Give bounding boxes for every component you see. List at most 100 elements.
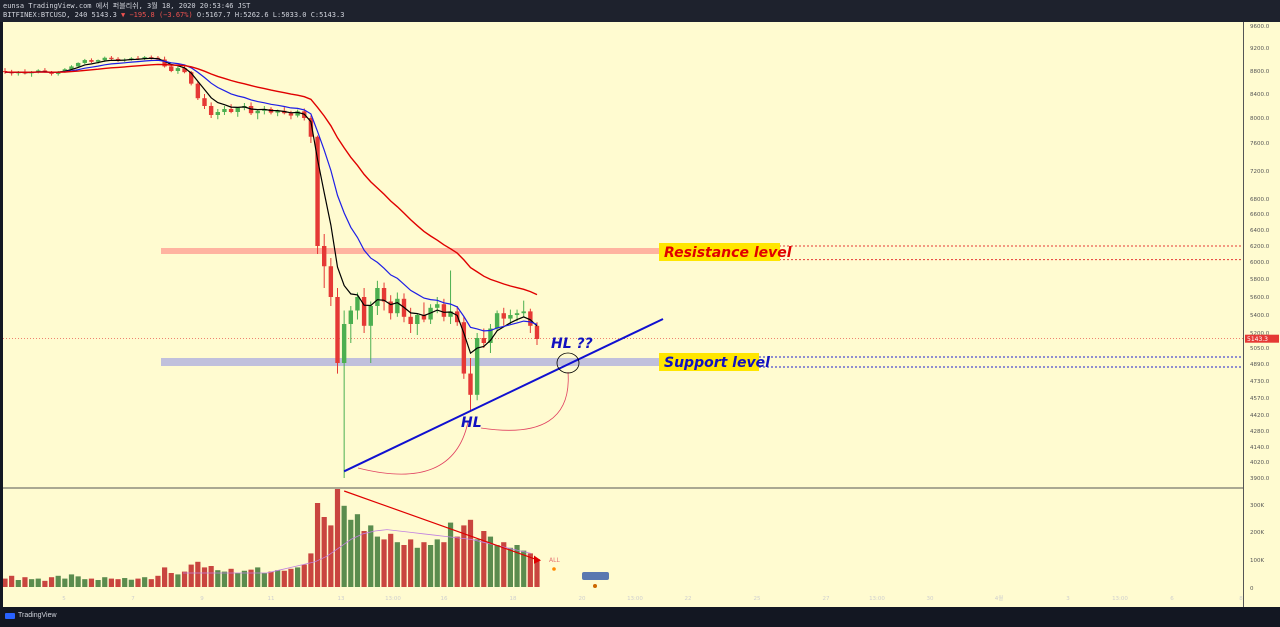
candle-body <box>315 136 320 246</box>
volume-bar <box>235 573 241 587</box>
volume-bar <box>175 574 181 587</box>
candle-body <box>102 57 107 61</box>
volume-bar <box>354 514 361 587</box>
resistance-zone <box>161 248 659 254</box>
candle <box>328 258 334 306</box>
price-tag: 5143.3 <box>1247 336 1268 343</box>
volume-bar <box>268 571 274 587</box>
time-tick-label: 3 <box>1066 596 1070 601</box>
volume-bar <box>275 570 281 587</box>
hl-arc-1 <box>357 421 469 475</box>
volume-bar <box>122 578 128 587</box>
volume-bar <box>388 533 394 587</box>
price-tick-label: 6600.0 <box>1250 212 1270 218</box>
candle-body <box>361 297 367 326</box>
candle-body <box>322 246 327 267</box>
price-tick-label: 4730.0 <box>1250 379 1270 385</box>
price-tick-label: 6800.0 <box>1250 197 1270 203</box>
candle-body <box>248 106 254 114</box>
volume-bar <box>408 539 414 587</box>
volume-bar <box>148 579 154 587</box>
time-tick-label: 6 <box>1170 596 1174 601</box>
price-chart[interactable]: Resistance level Support level HL HL ?? ALL <box>2 22 1243 607</box>
candle-body <box>235 107 240 112</box>
candle-body <box>441 304 447 317</box>
volume-bar <box>314 503 321 587</box>
candle-body <box>208 106 214 115</box>
candle-body <box>514 313 520 315</box>
candle-body <box>189 72 194 84</box>
candle-body <box>215 112 220 115</box>
volume-bar <box>82 579 88 587</box>
volume-bar <box>428 545 434 587</box>
price-tick-label: 9600.0 <box>1250 24 1270 30</box>
candle-body <box>175 68 181 71</box>
candle <box>461 316 467 379</box>
candle-body <box>222 109 227 112</box>
price-tick-label: 4570.0 <box>1250 396 1270 402</box>
volume-bar <box>228 568 234 587</box>
candle-body <box>328 266 334 297</box>
event-marker[interactable] <box>582 572 609 580</box>
tradingview-logo-text: TradingView <box>18 612 57 619</box>
volume-bar <box>42 580 48 587</box>
candle <box>175 66 181 74</box>
candle-body <box>62 69 68 72</box>
volume-bar <box>22 577 28 587</box>
candle <box>222 106 227 115</box>
chart-pane[interactable]: Resistance level Support level HL HL ?? ALL <box>2 22 1243 607</box>
candle <box>421 302 427 323</box>
price-tick-label: 3900.0 <box>1250 476 1270 482</box>
volume-tick-label: 100K <box>1250 558 1264 564</box>
volume-bar <box>374 536 380 587</box>
candle-body <box>295 111 300 116</box>
candle <box>315 135 320 254</box>
price-axis[interactable]: 9600.0 9200.0 8800.0 8400.0 8000.0 7600.0 7200… <box>1243 22 1280 607</box>
candle <box>368 301 373 363</box>
volume-trend-line <box>343 490 540 561</box>
volume-bar <box>421 542 427 587</box>
time-axis[interactable]: 5 7 9 11 13 13:00 16 18 20 13:00 22 25 27 13:00 30 4월 3 1… <box>0 593 1280 601</box>
price-tick-label: 4020.0 <box>1250 460 1270 466</box>
volume-bar <box>108 578 114 587</box>
time-tick-label: 16 <box>441 596 448 601</box>
candle <box>488 324 493 353</box>
price-axis-labels: 9600.0 9200.0 8800.0 8400.0 8000.0 7600.0 7200… <box>1245 24 1279 592</box>
candle-body <box>528 311 533 326</box>
volume-bar <box>348 519 354 587</box>
volume-bar <box>201 567 208 587</box>
candle <box>395 292 400 317</box>
volume-bar <box>401 545 407 587</box>
candle <box>182 65 187 74</box>
volume-bar <box>128 579 134 587</box>
price-tick-label: 4280.0 <box>1250 429 1270 435</box>
time-tick-label: 25 <box>754 596 761 601</box>
candle <box>82 58 87 65</box>
candle <box>335 288 340 374</box>
hl-label: HL <box>461 415 482 431</box>
volume-bar <box>467 519 474 587</box>
time-tick-label: 30 <box>927 596 934 601</box>
volume-bar <box>474 539 480 587</box>
candle-body <box>381 288 387 302</box>
candle <box>255 109 260 120</box>
price-tick-label: 5400.0 <box>1250 313 1270 319</box>
candle <box>355 292 360 320</box>
tradingview-logo[interactable]: TradingView <box>5 612 57 619</box>
price-tick-label: 8000.0 <box>1250 116 1270 122</box>
candle-body <box>408 316 413 324</box>
volume-bar <box>295 567 301 587</box>
price-tick-label: 7200.0 <box>1250 169 1270 175</box>
price-tick-label: 4140.0 <box>1250 445 1270 451</box>
time-tick-label: 13:00 <box>627 596 643 601</box>
volume-bar <box>328 525 334 587</box>
price-tick-label: 5050.0 <box>1250 346 1270 352</box>
volume-bar <box>534 559 540 587</box>
volume-bar <box>95 580 101 587</box>
time-tick-label: 9 <box>200 596 204 601</box>
candle-body <box>461 322 467 374</box>
volume-tick-label: 300K <box>1250 503 1264 509</box>
time-tick-label: 8 <box>1239 596 1243 601</box>
symbol-label[interactable]: BITFINEX:BTCUSD, 240 <box>3 11 88 19</box>
candle-body <box>395 298 400 314</box>
